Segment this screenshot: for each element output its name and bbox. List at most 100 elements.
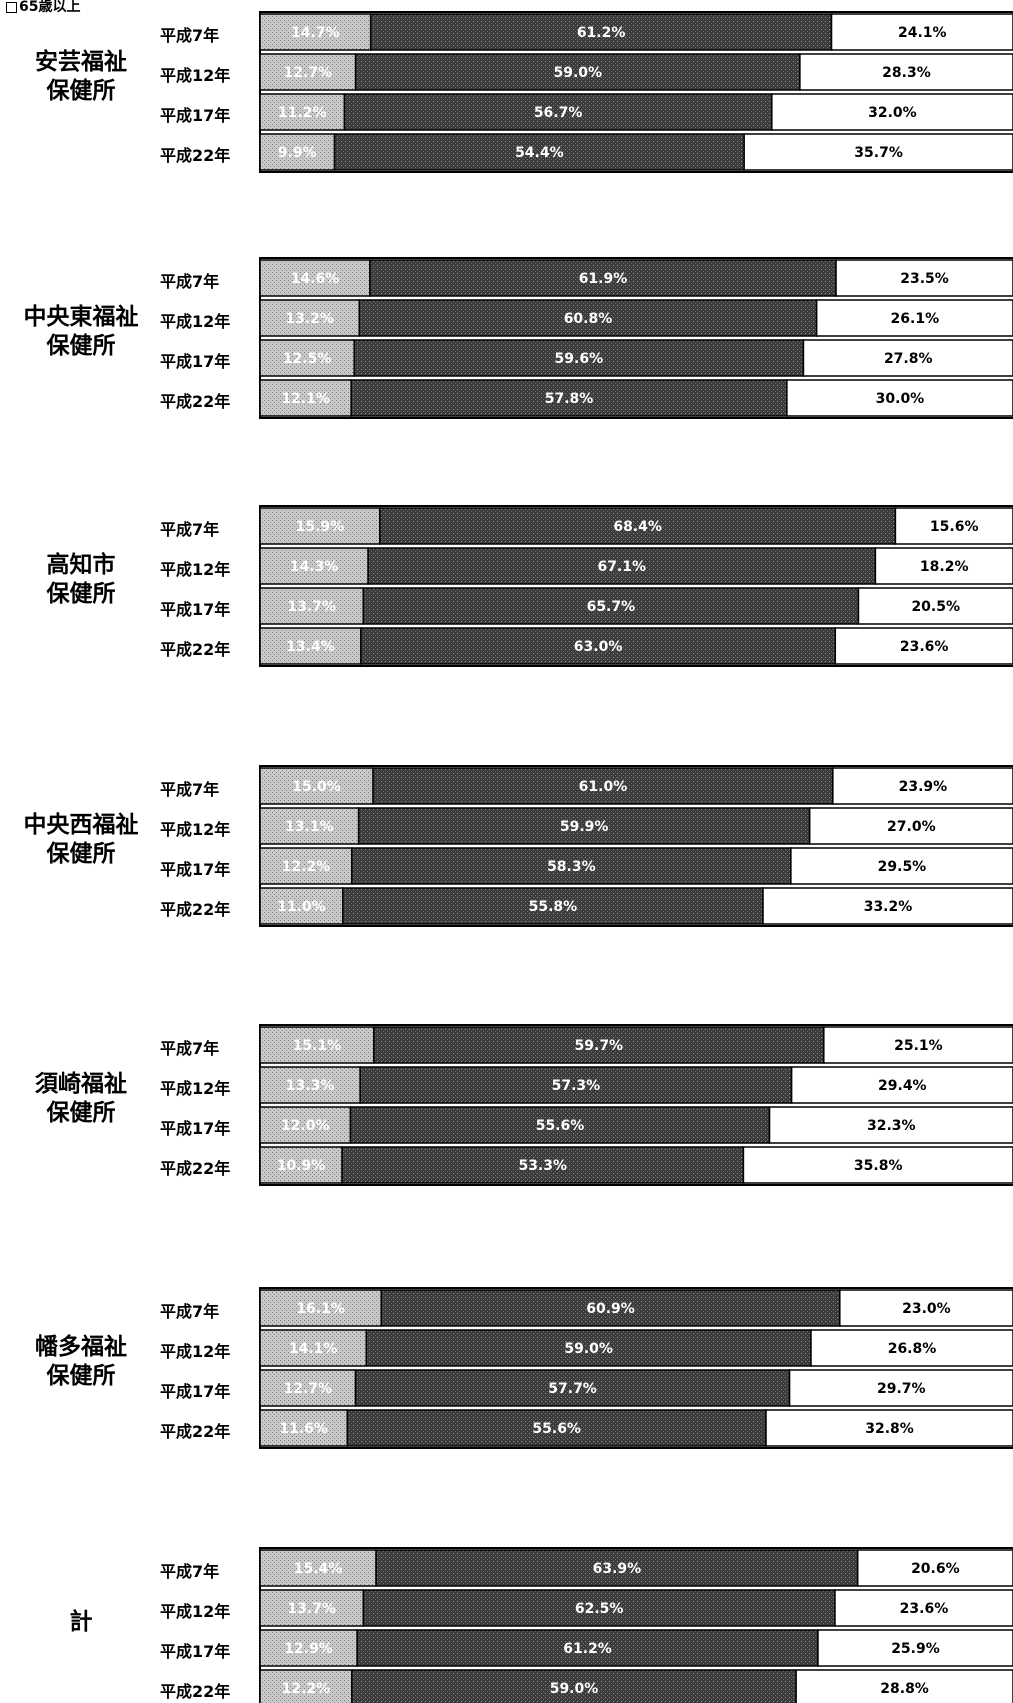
data-label-working: 59.0% — [550, 1681, 599, 1697]
year-label: 平成7年 — [160, 1562, 220, 1581]
year-label: 平成7年 — [160, 520, 220, 539]
bar-segment-working — [379, 507, 897, 545]
data-label-elderly: 29.5% — [878, 859, 927, 875]
group-label: 須崎福祉 保健所 — [35, 1071, 127, 1126]
year-label: 平成17年 — [160, 860, 231, 879]
bar-segment-young — [259, 587, 365, 625]
data-label-elderly: 25.1% — [894, 1038, 943, 1054]
bar-segment-working — [354, 1369, 791, 1407]
bar-segment-elderly — [856, 1549, 1013, 1587]
data-label-working: 54.4% — [515, 145, 564, 161]
bar-segment-elderly — [830, 13, 1013, 51]
bar-segment-elderly — [790, 847, 1013, 885]
bar-segment-young — [259, 1409, 349, 1447]
year-label: 平成22年 — [160, 1682, 231, 1701]
data-label-young: 13.4% — [286, 639, 335, 655]
year-label: 平成22年 — [160, 392, 231, 411]
group-label: 幡多福祉 保健所 — [35, 1334, 127, 1389]
bar-segment-working — [343, 93, 773, 131]
year-label: 平成7年 — [160, 26, 220, 45]
data-label-working: 57.3% — [552, 1078, 601, 1094]
data-label-working: 61.9% — [579, 271, 628, 287]
data-label-elderly: 15.6% — [930, 519, 979, 535]
year-label: 平成22年 — [160, 900, 231, 919]
bar-segment-young — [259, 1669, 353, 1703]
year-label: 平成12年 — [160, 1079, 231, 1098]
bar-segment-working — [372, 767, 834, 805]
data-label-working: 59.6% — [555, 351, 604, 367]
data-label-working: 59.7% — [575, 1038, 624, 1054]
bar-segment-young — [259, 547, 369, 585]
data-label-young: 14.3% — [290, 559, 339, 575]
data-label-young: 12.7% — [283, 1381, 332, 1397]
bar-segment-working — [362, 1589, 836, 1627]
data-label-young: 14.6% — [291, 271, 340, 287]
bar-segment-elderly — [768, 1106, 1013, 1144]
bar-segment-elderly — [823, 1026, 1013, 1064]
data-label-young: 10.9% — [277, 1158, 326, 1174]
bar-segment-elderly — [874, 547, 1013, 585]
data-label-elderly: 28.3% — [882, 65, 931, 81]
year-label: 平成12年 — [160, 66, 231, 85]
data-label-elderly: 23.5% — [900, 271, 949, 287]
bar-segment-young — [259, 767, 374, 805]
data-label-working: 55.8% — [529, 899, 578, 915]
data-label-working: 59.0% — [553, 65, 602, 81]
data-label-young: 13.2% — [285, 311, 334, 327]
group-label: 高知市 保健所 — [46, 552, 116, 607]
bar-segment-elderly — [799, 53, 1013, 91]
year-label: 平成22年 — [160, 1159, 231, 1178]
bar-segment-young — [259, 627, 362, 665]
year-label: 平成12年 — [160, 560, 231, 579]
bar-segment-working — [380, 1289, 841, 1327]
bar-segment-young — [259, 1026, 375, 1064]
data-label-young: 14.7% — [291, 25, 340, 41]
year-label: 平成17年 — [160, 106, 231, 125]
bar-segment-elderly — [815, 299, 1013, 337]
data-label-working: 67.1% — [597, 559, 646, 575]
year-label: 平成12年 — [160, 820, 231, 839]
bar-segment-young — [259, 1146, 343, 1184]
bar-segment-elderly — [839, 1289, 1013, 1327]
bar-segment-working — [356, 1629, 819, 1667]
data-label-working: 63.9% — [593, 1561, 642, 1577]
data-label-young: 13.1% — [285, 819, 334, 835]
year-label: 平成7年 — [160, 272, 220, 291]
data-label-elderly: 35.7% — [854, 145, 903, 161]
group-frame — [259, 765, 1013, 927]
bar-segment-young — [259, 807, 360, 845]
bar-segment-young — [259, 1066, 361, 1104]
data-label-working: 55.6% — [532, 1421, 581, 1437]
data-label-young: 11.0% — [277, 899, 326, 915]
data-label-elderly: 32.0% — [868, 105, 917, 121]
bar-segment-elderly — [771, 93, 1013, 131]
data-label-working: 61.2% — [563, 1641, 612, 1657]
year-label: 平成12年 — [160, 312, 231, 331]
bar-segment-working — [373, 1026, 825, 1064]
data-label-elderly: 25.9% — [891, 1641, 940, 1657]
bar-segment-young — [259, 1369, 357, 1407]
bar-segment-working — [346, 1409, 767, 1447]
year-label: 平成7年 — [160, 780, 220, 799]
group-frame — [259, 505, 1013, 667]
data-label-elderly: 28.8% — [880, 1681, 929, 1697]
bar-segment-elderly — [743, 133, 1013, 171]
data-label-elderly: 35.8% — [854, 1158, 903, 1174]
group-frame — [259, 1547, 1013, 1703]
data-label-elderly: 32.8% — [865, 1421, 914, 1437]
bar-segment-elderly — [835, 259, 1013, 297]
data-label-elderly: 27.0% — [887, 819, 936, 835]
data-label-working: 62.5% — [575, 1601, 624, 1617]
data-label-elderly: 23.0% — [902, 1301, 951, 1317]
bar-segment-young — [259, 507, 381, 545]
data-label-young: 12.5% — [283, 351, 332, 367]
year-label: 平成12年 — [160, 1342, 231, 1361]
bar-segment-young — [259, 299, 361, 337]
data-label-working: 56.7% — [534, 105, 583, 121]
data-label-working: 57.7% — [548, 1381, 597, 1397]
legend-65plus: 65歳以上 — [6, 0, 80, 16]
data-label-elderly: 23.6% — [900, 639, 949, 655]
year-label: 平成17年 — [160, 1119, 231, 1138]
data-label-elderly: 24.1% — [898, 25, 947, 41]
bar-segment-working — [359, 1066, 793, 1104]
